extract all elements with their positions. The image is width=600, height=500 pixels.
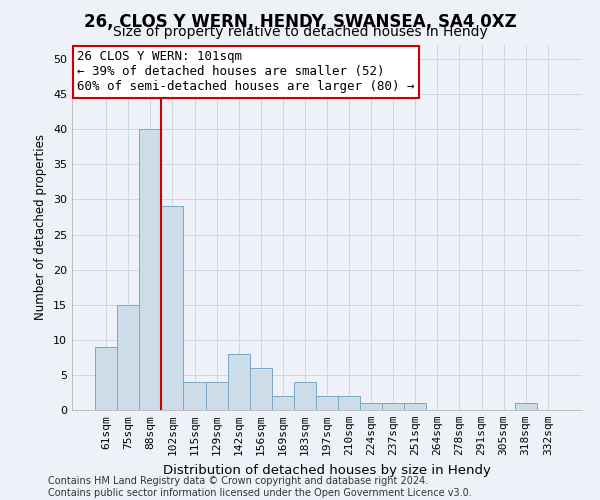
Bar — [161, 206, 184, 410]
Bar — [117, 304, 139, 410]
Text: Size of property relative to detached houses in Hendy: Size of property relative to detached ho… — [113, 25, 487, 39]
Bar — [250, 368, 272, 410]
Bar — [382, 403, 404, 410]
Text: Contains HM Land Registry data © Crown copyright and database right 2024.
Contai: Contains HM Land Registry data © Crown c… — [48, 476, 472, 498]
Bar — [515, 403, 537, 410]
X-axis label: Distribution of detached houses by size in Hendy: Distribution of detached houses by size … — [163, 464, 491, 476]
Bar — [206, 382, 227, 410]
Bar — [338, 396, 360, 410]
Bar — [316, 396, 338, 410]
Bar — [139, 129, 161, 410]
Bar — [404, 403, 427, 410]
Text: 26, CLOS Y WERN, HENDY, SWANSEA, SA4 0XZ: 26, CLOS Y WERN, HENDY, SWANSEA, SA4 0XZ — [83, 12, 517, 30]
Bar — [95, 347, 117, 410]
Bar — [227, 354, 250, 410]
Text: 26 CLOS Y WERN: 101sqm
← 39% of detached houses are smaller (52)
60% of semi-det: 26 CLOS Y WERN: 101sqm ← 39% of detached… — [77, 50, 415, 94]
Bar — [360, 403, 382, 410]
Y-axis label: Number of detached properties: Number of detached properties — [34, 134, 47, 320]
Bar — [294, 382, 316, 410]
Bar — [272, 396, 294, 410]
Bar — [184, 382, 206, 410]
